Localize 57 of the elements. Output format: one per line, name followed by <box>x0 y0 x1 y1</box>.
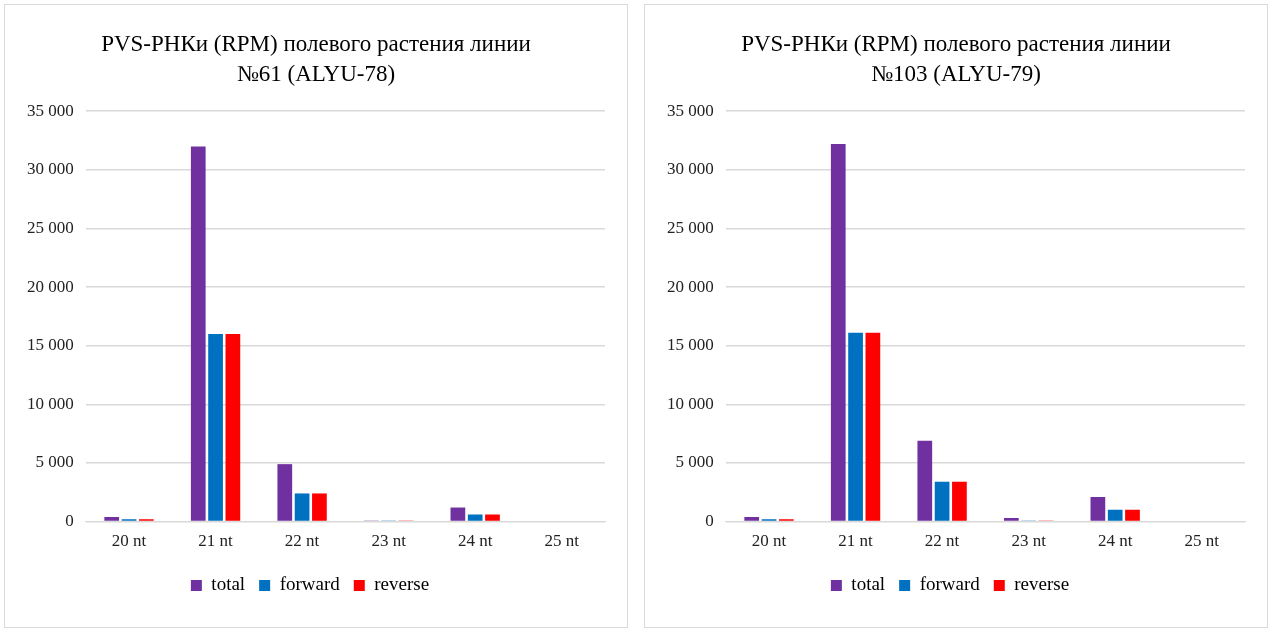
y-tick-label: 20 000 <box>667 276 714 296</box>
y-tick-label: 35 000 <box>667 100 714 120</box>
legend-label: total <box>851 573 886 595</box>
bar <box>865 332 881 521</box>
bar <box>744 516 760 521</box>
y-tick-label: 25 000 <box>667 217 714 237</box>
y-tick-label: 35 000 <box>27 100 74 120</box>
x-tick-label: 25 nt <box>1184 531 1220 551</box>
y-tick-label: 15 000 <box>667 335 714 355</box>
bar <box>830 144 846 521</box>
bar <box>450 507 466 521</box>
y-tick-label: 5 000 <box>675 452 714 472</box>
y-tick-label: 5 000 <box>35 452 74 472</box>
bar <box>1125 509 1140 521</box>
chart-title: PVS-РНКи (RPM) полевого растения линии №61 (ALYU-78) <box>100 30 532 88</box>
x-tick-label: 24 nt <box>457 531 493 551</box>
legend-label: reverse <box>374 573 430 595</box>
legend-label: total <box>211 573 246 595</box>
y-tick-label: 30 000 <box>27 159 74 179</box>
bar <box>1003 518 1019 521</box>
bar <box>934 481 950 521</box>
legend-label: forward <box>919 573 981 595</box>
bar <box>467 514 483 521</box>
bar <box>917 440 933 521</box>
y-tick-label: 25 000 <box>27 217 74 237</box>
x-tick-label: 21 nt <box>838 531 874 551</box>
bar <box>294 493 310 521</box>
y-tick-label: 0 <box>65 511 74 531</box>
bar <box>277 464 293 521</box>
x-tick-label: 21 nt <box>198 531 234 551</box>
x-tick-label: 24 nt <box>1097 531 1133 551</box>
y-tick-label: 30 000 <box>667 159 714 179</box>
bar <box>208 333 223 521</box>
x-tick-label: 23 nt <box>371 531 407 551</box>
chart-title: PVS-РНКи (RPM) полевого растения линии №103 (ALYU-79) <box>740 30 1172 88</box>
x-tick-label: 20 nt <box>111 531 147 551</box>
x-tick-label: 22 nt <box>924 531 960 551</box>
x-tick-label: 22 nt <box>284 531 320 551</box>
legend-label: forward <box>279 573 341 595</box>
legend-label: reverse <box>1014 573 1070 595</box>
y-tick-label: 0 <box>705 511 714 531</box>
y-tick-label: 20 000 <box>27 276 74 296</box>
x-tick-label: 23 nt <box>1011 531 1047 551</box>
x-tick-label: 20 nt <box>751 531 787 551</box>
bar <box>1090 496 1106 521</box>
bar <box>485 514 500 521</box>
bar <box>225 333 241 521</box>
bar <box>952 481 967 521</box>
y-tick-label: 10 000 <box>667 393 714 413</box>
y-tick-label: 15 000 <box>27 335 74 355</box>
bar <box>1107 509 1123 521</box>
x-tick-label: 25 nt <box>544 531 580 551</box>
bar <box>312 493 327 521</box>
bar <box>848 332 863 521</box>
bar <box>190 146 206 521</box>
bar <box>104 516 120 521</box>
y-tick-label: 10 000 <box>27 393 74 413</box>
